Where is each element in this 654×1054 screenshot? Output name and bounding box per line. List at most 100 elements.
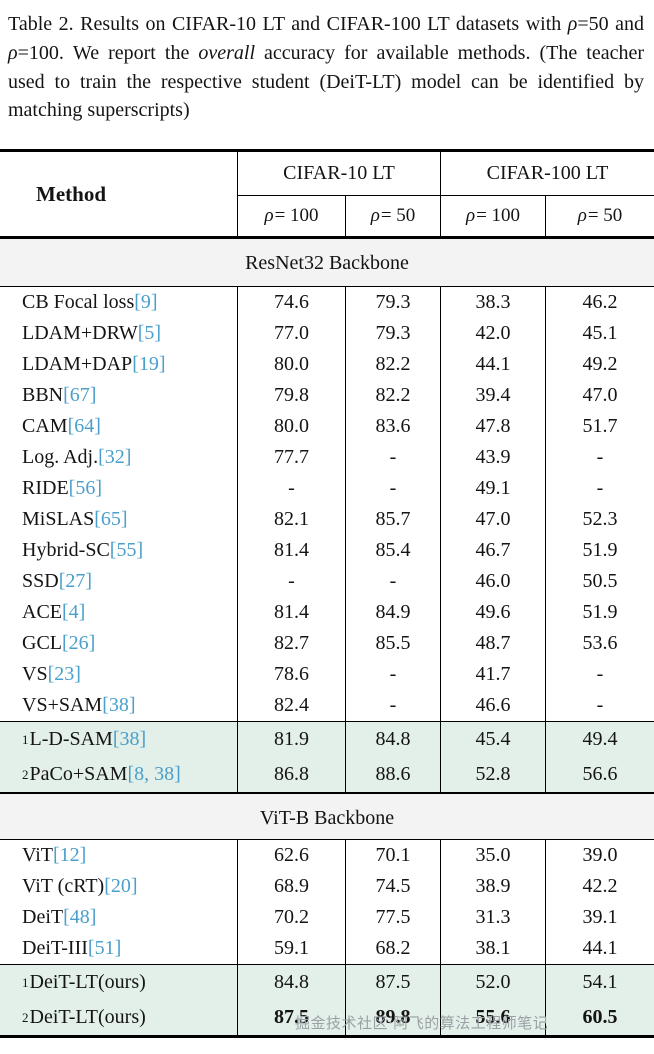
table-header: Method CIFAR-10 LT CIFAR-100 LT ρ = 100 …	[0, 152, 654, 237]
method-name: LDAM+DAP	[22, 353, 133, 376]
value-cell: -	[345, 690, 440, 722]
value-cell: 43.9	[440, 442, 545, 474]
value-cell: 50.5	[545, 566, 654, 598]
value-cell: 79.3	[345, 287, 440, 319]
method-cell: ViT [12]	[0, 840, 237, 871]
citation-link[interactable]: [38]	[102, 694, 136, 717]
citation-link[interactable]: [38]	[112, 728, 147, 751]
value-cell: 48.7	[440, 628, 545, 660]
method-cell: 2 PaCo+SAM [8, 38]	[22, 763, 181, 786]
value-cell: 87.5	[237, 1000, 345, 1036]
method-name: Log. Adj.	[22, 446, 99, 469]
method-cell: SSD [27]	[0, 566, 237, 597]
method-name: DeiT-III	[22, 937, 88, 960]
rho-symbol: ρ	[465, 205, 476, 227]
table-row: MiSLAS [65] 82.1 85.7 47.0 52.3	[0, 504, 654, 536]
method-cell: DeiT [48]	[0, 902, 237, 933]
value-cell: 49.6	[440, 597, 545, 629]
caption-text: Table 2. Results on CIFAR-10 LT and CIFA…	[8, 13, 568, 35]
table-row: ACE [4] 81.4 84.9 49.6 51.9	[0, 597, 654, 629]
citation-link[interactable]: [19]	[132, 353, 166, 376]
citation-link[interactable]: [20]	[104, 875, 138, 898]
citation-link[interactable]: [12]	[53, 844, 87, 867]
col-header-method: Method	[36, 181, 106, 206]
value-cell: 49.1	[440, 473, 545, 505]
table-row: VS+SAM [38] 82.4-46.6-	[0, 690, 654, 722]
method-cell: LDAM+DRW [5]	[0, 318, 237, 349]
table-row: Hybrid-SC [55] 81.4 85.4 46.7 51.9	[0, 535, 654, 567]
value-cell: 77.0	[237, 318, 345, 350]
citation-link[interactable]: [8, 38]	[127, 763, 181, 786]
citation-link[interactable]: [9]	[134, 291, 158, 314]
section-band: ViT-B Backbone	[0, 792, 654, 841]
caption-emphasis: overall	[198, 41, 256, 64]
value-cell: 68.2	[345, 933, 440, 965]
citation-link[interactable]: [4]	[62, 601, 86, 624]
citation-link[interactable]: [64]	[67, 415, 101, 438]
method-name: GCL	[22, 632, 62, 655]
method-name: VS	[22, 663, 48, 686]
table-row: LDAM+DRW [5] 77.0 79.3 42.0 45.1	[0, 318, 654, 350]
value-cell: 47.0	[440, 504, 545, 536]
method-name: VS+SAM	[22, 694, 103, 717]
value-cell: 62.6	[237, 840, 345, 872]
value-cell: -	[345, 442, 440, 474]
citation-link[interactable]: [56]	[68, 477, 102, 500]
value-cell: 47.8	[440, 411, 545, 443]
citation-link[interactable]: [26]	[62, 632, 96, 655]
value-cell: 38.3	[440, 287, 545, 319]
citation-link[interactable]: [23]	[47, 663, 81, 686]
value-cell: 46.6	[440, 690, 545, 722]
method-name: BBN	[22, 384, 64, 407]
table-row: Log. Adj. [32] 77.7-43.9-	[0, 442, 654, 474]
value-cell: 39.1	[545, 902, 654, 934]
sub-header-label: = 50	[380, 205, 416, 227]
table-row: 1 L-D-SAM [38] 81.9 84.8 45.4 49.4	[0, 722, 654, 758]
citation-link[interactable]: [48]	[63, 906, 97, 929]
value-cell: 85.5	[345, 628, 440, 660]
value-cell: 49.2	[545, 349, 654, 381]
value-cell: 86.8	[237, 757, 345, 793]
citation-link[interactable]: [27]	[58, 570, 93, 593]
method-name: CB Focal loss	[22, 291, 135, 314]
method-name: SSD	[22, 570, 59, 593]
rho-symbol: ρ	[567, 13, 578, 35]
table-row: DeiT [48] 70.2 77.5 31.3 39.1	[0, 902, 654, 934]
method-cell: LDAM+DAP [19]	[0, 349, 237, 380]
citation-link[interactable]: [51]	[87, 937, 122, 960]
value-cell: 78.6	[237, 659, 345, 691]
caption-text: =100. We report the	[17, 41, 199, 64]
value-cell: 56.6	[545, 757, 654, 793]
method-cell: CB Focal loss [9]	[0, 287, 237, 318]
citation-link[interactable]: [55]	[109, 539, 144, 562]
value-cell: 77.7	[237, 442, 345, 474]
results-table: Method CIFAR-10 LT CIFAR-100 LT ρ = 100 …	[0, 149, 654, 1039]
value-cell: -	[237, 566, 345, 598]
method-name: DeiT-LT(ours)	[29, 971, 146, 994]
group-header-cifar100: CIFAR-100 LT	[440, 152, 654, 197]
table-row: 2 DeiT-LT(ours) 87.5 89.8 55.6 60.5	[0, 1000, 654, 1036]
value-cell: 46.0	[440, 566, 545, 598]
caption-text: =50 and	[577, 13, 644, 35]
citation-link[interactable]: [65]	[94, 508, 128, 531]
value-cell: -	[545, 473, 654, 505]
value-cell: 68.9	[237, 871, 345, 903]
sub-header-rho50: ρ = 50	[545, 196, 654, 237]
citation-link[interactable]: [67]	[63, 384, 97, 407]
value-cell: 84.8	[345, 722, 440, 758]
value-cell: 74.6	[237, 287, 345, 319]
rho-symbol: ρ	[577, 205, 587, 227]
value-cell: 85.4	[345, 535, 440, 567]
group-header-cifar10: CIFAR-10 LT	[237, 152, 440, 197]
rho-symbol: ρ	[8, 41, 18, 64]
method-cell: 1 L-D-SAM [38]	[22, 728, 147, 751]
method-cell: VS+SAM [38]	[0, 690, 237, 721]
table-row: RIDE [56] - -49.1-	[0, 473, 654, 505]
citation-link[interactable]: [5]	[137, 322, 162, 345]
value-cell: 74.5	[345, 871, 440, 903]
citation-link[interactable]: [32]	[98, 446, 132, 469]
sub-header-rho100: ρ = 100	[440, 196, 545, 237]
value-cell: 79.8	[237, 380, 345, 412]
value-cell: 82.4	[237, 690, 345, 722]
